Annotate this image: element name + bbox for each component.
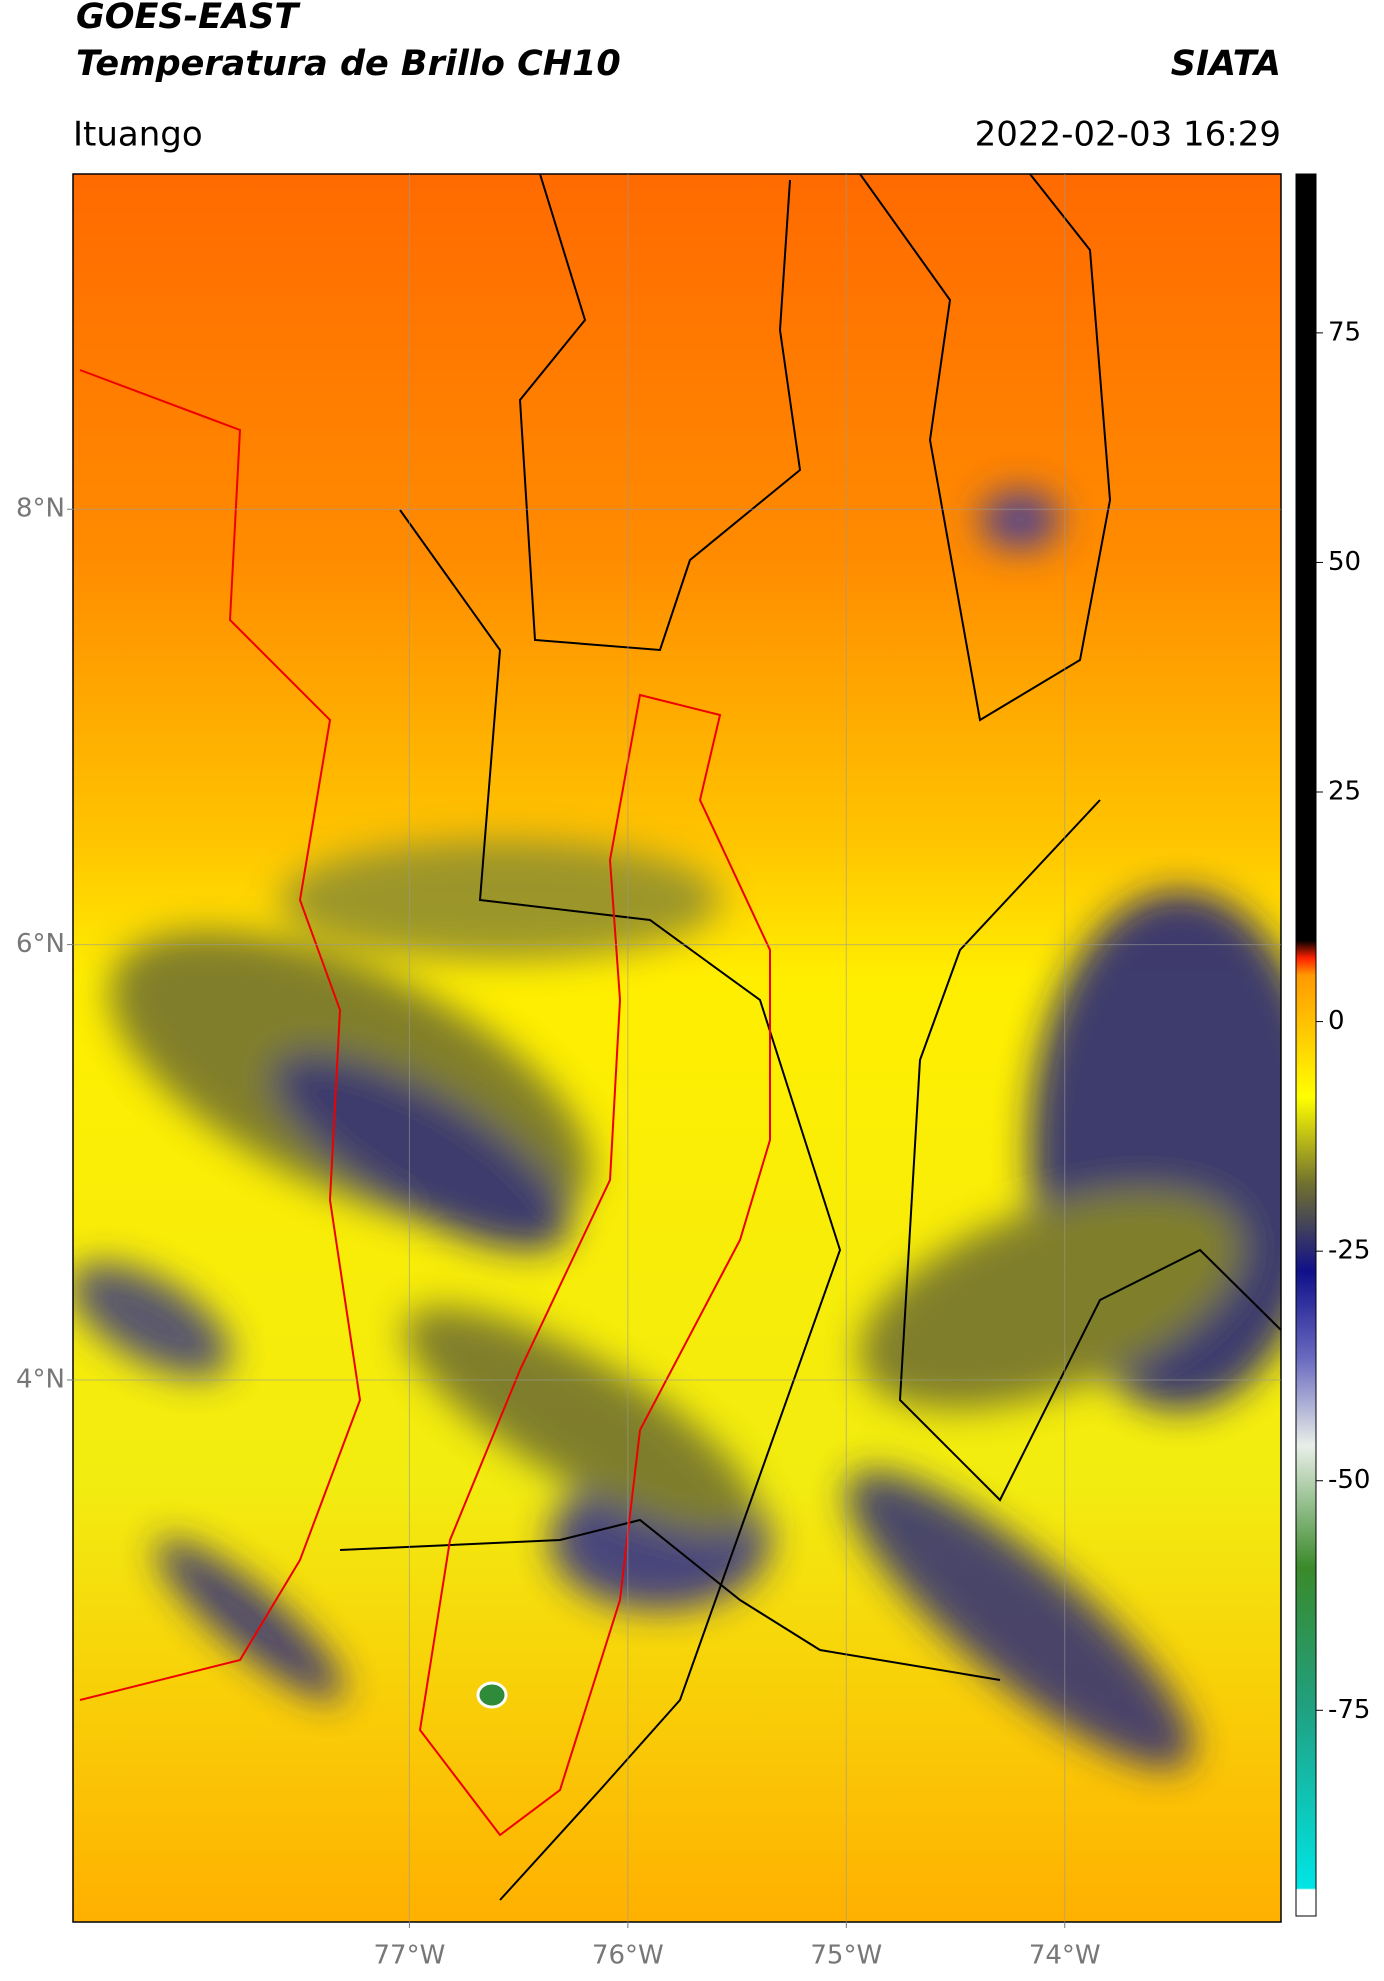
source: SIATA	[1171, 44, 1281, 84]
x-tick-label: 74°W	[1029, 1941, 1101, 1971]
colorbar	[1295, 173, 1317, 1917]
colorbar-tick-label: -25	[1328, 1236, 1370, 1266]
y-tick-label: 6°N	[16, 929, 65, 959]
colorbar-tick-label: 0	[1328, 1006, 1345, 1036]
location: Ituango	[73, 115, 203, 155]
colorbar-tick-label: 25	[1328, 777, 1361, 807]
colorbar-tick-label: 75	[1328, 317, 1361, 347]
y-tick-label: 8°N	[16, 494, 65, 524]
title: GOES-EAST	[76, 0, 301, 37]
colorbar-tick-label: -75	[1328, 1695, 1370, 1725]
subtitle: Temperatura de Brillo CH10	[76, 44, 621, 84]
x-tick-label: 77°W	[374, 1941, 446, 1971]
timestamp: 2022-02-03 16:29	[975, 115, 1281, 155]
colorbar-tick-label: -50	[1328, 1465, 1370, 1495]
x-tick-label: 75°W	[810, 1941, 882, 1971]
y-tick-label: 4°N	[16, 1364, 65, 1394]
map-frame	[72, 173, 1282, 1923]
colorbar-tick-label: 50	[1328, 547, 1361, 577]
satellite-image	[73, 174, 1281, 1922]
x-tick-label: 76°W	[592, 1941, 664, 1971]
